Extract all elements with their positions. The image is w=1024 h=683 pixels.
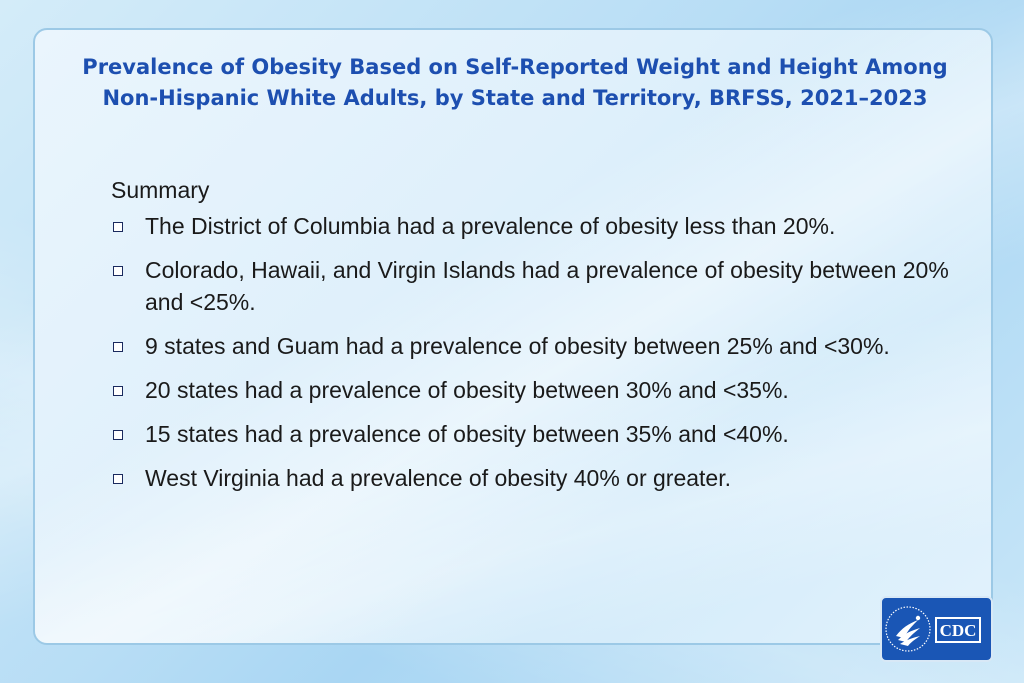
checkbox-bullet-icon xyxy=(113,430,123,440)
summary-heading: Summary xyxy=(111,177,210,203)
checkbox-bullet-icon xyxy=(113,266,123,276)
bullet-text: 20 states had a prevalence of obesity be… xyxy=(145,377,789,403)
summary-section: Summary The District of Columbia had a p… xyxy=(111,174,951,506)
title-line-1: Prevalence of Obesity Based on Self-Repo… xyxy=(82,55,948,79)
checkbox-bullet-icon xyxy=(113,386,123,396)
bullet-text: West Virginia had a prevalence of obesit… xyxy=(145,465,731,491)
list-item: 15 states had a prevalence of obesity be… xyxy=(111,418,951,450)
checkbox-bullet-icon xyxy=(113,474,123,484)
bullet-text: 15 states had a prevalence of obesity be… xyxy=(145,421,789,447)
list-item: Colorado, Hawaii, and Virgin Islands had… xyxy=(111,254,951,318)
list-item: West Virginia had a prevalence of obesit… xyxy=(111,462,951,494)
summary-list: The District of Columbia had a prevalenc… xyxy=(111,210,951,494)
cdc-logo-text: CDC xyxy=(940,621,977,640)
bullet-text: The District of Columbia had a prevalenc… xyxy=(145,213,836,239)
cdc-logo: CDC xyxy=(880,596,993,662)
checkbox-bullet-icon xyxy=(113,342,123,352)
hhs-eagle-icon: CDC xyxy=(885,606,981,652)
title-line-2: Non-Hispanic White Adults, by State and … xyxy=(102,86,928,110)
list-item: 9 states and Guam had a prevalence of ob… xyxy=(111,330,951,362)
slide-title: Prevalence of Obesity Based on Self-Repo… xyxy=(35,52,991,114)
bullet-text: Colorado, Hawaii, and Virgin Islands had… xyxy=(145,257,949,315)
list-item: 20 states had a prevalence of obesity be… xyxy=(111,374,951,406)
checkbox-bullet-icon xyxy=(113,222,123,232)
slide-panel: Prevalence of Obesity Based on Self-Repo… xyxy=(33,28,993,645)
bullet-text: 9 states and Guam had a prevalence of ob… xyxy=(145,333,890,359)
list-item: The District of Columbia had a prevalenc… xyxy=(111,210,951,242)
